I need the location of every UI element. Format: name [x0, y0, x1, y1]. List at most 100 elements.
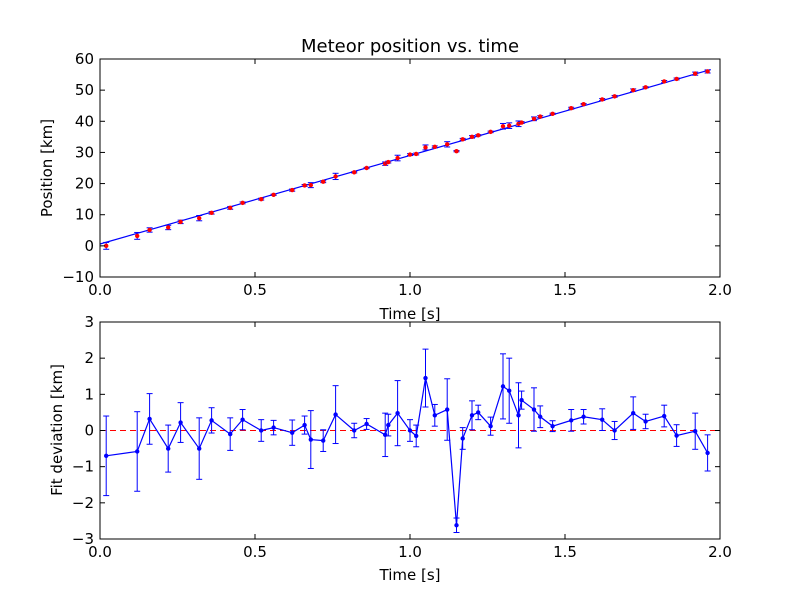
deviation-plot-x-tick-label: 0.0 — [88, 543, 112, 561]
deviation-plot-y-tick-label: 0 — [84, 422, 94, 440]
position-point — [147, 227, 152, 233]
deviation-point — [519, 397, 524, 403]
position-point — [352, 170, 357, 175]
position-plot-y-tick-label: −10 — [62, 268, 94, 286]
position-point — [166, 225, 171, 230]
position-plot-data — [99, 69, 711, 250]
deviation-point — [423, 375, 428, 381]
deviation-point — [414, 433, 419, 439]
position-point — [643, 85, 648, 90]
position-plot-y-tick-label: 40 — [75, 112, 94, 130]
deviation-point — [674, 433, 679, 438]
deviation-point — [386, 422, 391, 428]
deviation-plot-data — [100, 348, 720, 533]
deviation-point — [333, 412, 338, 417]
deviation-point — [166, 446, 171, 451]
deviation-point — [581, 414, 586, 419]
position-point — [271, 192, 276, 197]
position-point — [178, 219, 183, 225]
deviation-plot-y-tick-label: 3 — [84, 313, 94, 331]
position-point — [662, 79, 667, 84]
deviation-point — [240, 417, 245, 422]
deviation-point — [197, 446, 202, 451]
deviation-point — [178, 420, 183, 425]
position-point — [488, 129, 493, 135]
deviation-point — [308, 437, 313, 442]
position-point — [631, 87, 636, 93]
position-point — [569, 106, 574, 111]
position-point — [197, 215, 202, 221]
position-plot-y-label: Position [km] — [38, 119, 56, 217]
position-plot-x-tick-label: 2.0 — [708, 281, 732, 299]
deviation-plot-x-label: Time [s] — [379, 566, 441, 584]
position-point — [386, 159, 391, 165]
deviation-point — [507, 388, 512, 393]
position-point — [476, 133, 481, 138]
deviation-plot-x-tick-label: 1.0 — [398, 543, 422, 561]
position-plot-x-label: Time [s] — [379, 305, 441, 323]
position-plot-y-tick-label: 30 — [75, 143, 94, 161]
deviation-point — [364, 421, 369, 427]
position-plot-x-tick-label: 0.5 — [243, 281, 267, 299]
deviation-point — [600, 417, 605, 422]
deviation-point — [383, 432, 388, 438]
deviation-point — [516, 413, 521, 418]
position-plot-x-tick-label: 0.0 — [88, 281, 112, 299]
position-point — [538, 114, 543, 119]
position-point — [500, 124, 506, 129]
position-point — [581, 101, 586, 107]
position-plot-frame — [99, 58, 721, 278]
deviation-plot-x-tick-label: 1.5 — [553, 543, 577, 561]
position-point — [531, 116, 537, 121]
deviation-point — [271, 425, 276, 430]
deviation-point — [693, 429, 698, 434]
position-point — [519, 120, 524, 125]
deviation-point — [209, 418, 214, 423]
deviation-point — [352, 428, 357, 433]
deviation-point — [147, 416, 152, 422]
position-point — [469, 134, 475, 140]
deviation-point — [302, 422, 307, 428]
position-point — [308, 182, 313, 188]
position-point — [432, 144, 437, 150]
deviation-point — [290, 430, 295, 435]
deviation-point — [432, 413, 437, 418]
deviation-point — [538, 414, 543, 419]
deviation-point — [321, 438, 326, 443]
deviation-point — [407, 428, 413, 433]
deviation-point — [500, 384, 506, 389]
deviation-plot-x-tick-label: 0.5 — [243, 543, 267, 561]
position-plot-y-tick-label: 60 — [75, 50, 94, 68]
position-point — [302, 183, 307, 188]
position-point — [550, 111, 555, 117]
deviation-point — [531, 407, 537, 412]
position-point — [333, 174, 338, 179]
deviation-point — [135, 449, 140, 454]
deviation-plot: Time [s] Fit deviation [km] 0.0 0.5 1.0 1.5… — [48, 313, 732, 584]
deviation-point — [259, 428, 264, 433]
position-plot-x-tick-label: 1.5 — [553, 281, 577, 299]
deviation-plot-y-tick-label: 2 — [84, 349, 94, 367]
position-point — [460, 137, 465, 142]
deviation-plot-y-tick-label: −3 — [72, 530, 94, 548]
deviation-point — [662, 413, 667, 419]
position-plot-y-tick-label: 0 — [84, 237, 94, 255]
position-point — [600, 97, 605, 102]
deviation-plot-y-tick-label: −1 — [72, 458, 94, 476]
position-plot: Meteor position vs. time Time [s] Positi… — [38, 36, 732, 323]
deviation-point — [705, 450, 710, 456]
deviation-plot-frame — [99, 321, 721, 540]
deviation-point — [104, 453, 109, 459]
position-point — [209, 210, 214, 216]
position-point — [693, 71, 698, 76]
position-plot-title: Meteor position vs. time — [301, 36, 519, 57]
deviation-point — [550, 423, 555, 429]
position-point — [423, 145, 428, 150]
deviation-point — [454, 523, 459, 528]
position-point — [321, 179, 326, 184]
deviation-point — [488, 423, 493, 429]
position-point — [674, 76, 679, 82]
deviation-plot-x-tick-label: 2.0 — [708, 543, 732, 561]
